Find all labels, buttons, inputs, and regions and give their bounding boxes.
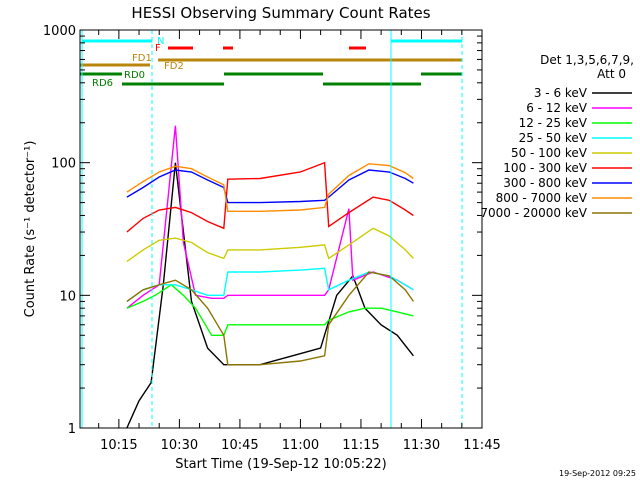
status-label-rd0: RD0 — [124, 70, 145, 81]
series-line-7 — [126, 169, 414, 204]
series-line-5 — [126, 227, 414, 263]
series-line-9 — [126, 271, 414, 366]
y-tick-label-1: 10 — [59, 289, 76, 304]
legend-label-8: 800 - 7000 keV — [496, 191, 588, 205]
series-line-2 — [126, 125, 414, 309]
series-line-3 — [126, 283, 414, 336]
plot-frame — [79, 29, 483, 429]
x-tick-label-5: 11:30 — [403, 438, 440, 453]
x-tick-label-0: 10:15 — [100, 438, 137, 453]
series-line-6 — [126, 161, 414, 233]
x-tick-label-1: 10:30 — [161, 438, 198, 453]
x-tick-label-2: 10:45 — [221, 438, 258, 453]
legend-label-4: 25 - 50 keV — [519, 131, 588, 145]
legend-header-line2: Att 0 — [597, 67, 626, 81]
x-tick-label-6: 11:45 — [463, 438, 500, 453]
legend-label-1: 3 - 6 keV — [534, 86, 588, 100]
legend-label-9: 7000 - 20000 keV — [480, 206, 587, 220]
status-label-fd1: FD1 — [132, 53, 152, 64]
legend-label-2: 6 - 12 keV — [526, 101, 588, 115]
status-label-f: F — [155, 43, 161, 54]
x-axis-label: Start Time (19-Sep-12 10:05:22) — [175, 457, 386, 472]
legend-label-3: 12 - 25 keV — [519, 116, 588, 130]
status-label-n: N — [157, 36, 164, 47]
y-tick-label-3: 1000 — [43, 24, 76, 39]
legend-label-7: 300 - 800 keV — [503, 176, 587, 190]
axes: 1 10 100 1000 10:15 10:30 10:45 11:00 11:15 11:30… — [43, 24, 501, 453]
series-line-8 — [126, 163, 414, 213]
y-tick-label-2: 100 — [51, 157, 76, 172]
legend-label-6: 100 - 300 keV — [503, 161, 587, 175]
series-layer — [126, 125, 414, 429]
y-tick-label-0: 1 — [68, 422, 76, 437]
status-label-fd2: FD2 — [164, 61, 184, 72]
status-label-rd6: RD6 — [92, 78, 113, 89]
legend-label-5: 50 - 100 keV — [511, 146, 588, 160]
legend-header-line1: Det 1,3,5,6,7,9, — [540, 53, 634, 67]
timestamp: 19-Sep-2012 09:25 — [559, 469, 636, 478]
x-tick-label-3: 11:00 — [282, 438, 319, 453]
chart-title: HESSI Observing Summary Count Rates — [131, 4, 430, 22]
x-tick-label-4: 11:15 — [342, 438, 379, 453]
y-axis-label: Count Rate (s⁻¹ detector⁻¹) — [23, 141, 38, 318]
